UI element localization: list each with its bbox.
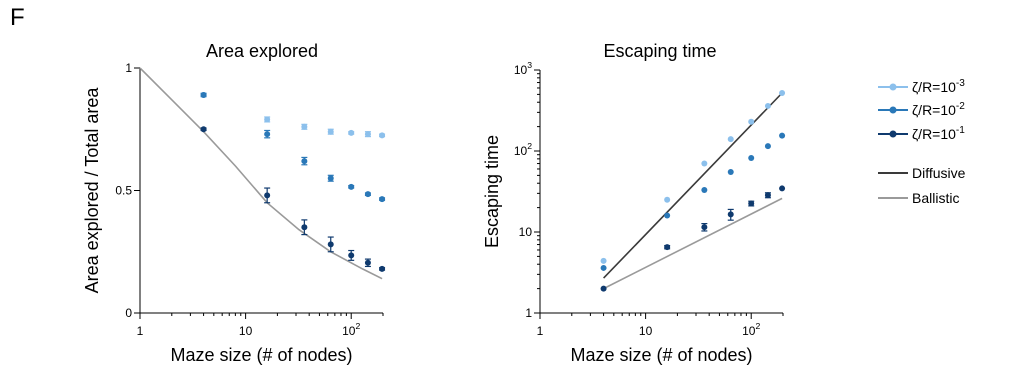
chart2-x-tick-label: 1 xyxy=(537,324,544,338)
chart2-series1-point xyxy=(779,90,786,97)
chart2-series2-point xyxy=(600,264,607,271)
legend-marker xyxy=(889,106,897,114)
chart2-series1-point xyxy=(664,196,671,203)
chart1-series3-point xyxy=(301,224,308,231)
chart2-series2-point xyxy=(727,169,734,176)
chart1-series1-point xyxy=(364,131,371,138)
chart2-series1-point xyxy=(764,102,771,109)
chart1-series3-point xyxy=(264,192,271,199)
chart2-line-ballistic xyxy=(603,197,783,290)
chart2-y-tick-label: 103 xyxy=(514,60,532,77)
legend-label: ζ/R=10-1 xyxy=(912,125,965,142)
chart1-series1-point xyxy=(264,116,271,123)
chart1-series3-point xyxy=(348,252,355,259)
chart1-x-tick-label: 1 xyxy=(137,324,144,338)
chart2-series1-point xyxy=(727,136,734,143)
chart1-x-tick-label: 10 xyxy=(239,324,253,338)
chart2-y-tick-label: 1 xyxy=(525,306,532,320)
chart2-series1-point xyxy=(701,160,708,167)
chart1-series1-point xyxy=(301,123,308,130)
legend-marker xyxy=(889,83,897,91)
chart1-series2-point xyxy=(379,196,386,203)
legend-label: Diffusive xyxy=(912,165,966,181)
chart2-series2-point xyxy=(764,143,771,150)
chart2-series3-point xyxy=(748,200,755,207)
chart1-y-tick-label: 0 xyxy=(125,306,132,320)
legend-marker xyxy=(889,130,897,138)
chart1-series3-point xyxy=(364,259,371,266)
chart1-y-tick-label: 1 xyxy=(125,61,132,75)
chart1-series1-point xyxy=(348,129,355,136)
chart1-series3-point xyxy=(327,241,334,248)
chart1-x-tick-label: 102 xyxy=(342,321,360,338)
chart2-series1-point xyxy=(748,118,755,125)
chart1-series2-point xyxy=(364,191,371,198)
chart1-x-axis-label: Maze size (# of nodes) xyxy=(170,345,352,365)
chart2-line-diffusive xyxy=(603,92,783,279)
chart1-y-axis-label: Area explored / Total area xyxy=(82,87,102,294)
chart2-series2-point xyxy=(779,132,786,139)
chart2-series3-point xyxy=(600,285,607,292)
chart1-series1-point xyxy=(379,132,386,139)
chart2-series3-point xyxy=(727,211,734,218)
chart2-y-axis-label: Escaping time xyxy=(482,135,502,248)
legend-label: Ballistic xyxy=(912,190,959,206)
chart2-x-tick-label: 102 xyxy=(742,321,760,338)
chart2-series2-point xyxy=(664,212,671,219)
chart2-y-tick-label: 102 xyxy=(514,141,532,158)
chart2-series3-point xyxy=(764,192,771,199)
chart2-x-axis-label: Maze size (# of nodes) xyxy=(570,345,752,365)
chart1-title: Area explored xyxy=(206,41,318,61)
chart1-line-ballistic xyxy=(139,67,383,280)
chart2-series3-point xyxy=(701,224,708,231)
chart1-series1-point xyxy=(327,128,334,135)
legend-label: ζ/R=10-3 xyxy=(912,78,965,95)
chart1-series2-point xyxy=(301,158,308,165)
chart1-series2-point xyxy=(264,131,271,138)
chart2-series2-point xyxy=(701,187,708,194)
chart1-series2-point xyxy=(200,91,207,98)
chart1-series2-point xyxy=(327,175,334,182)
chart2-y-tick-label: 10 xyxy=(519,225,533,239)
chart2-title: Escaping time xyxy=(603,41,716,61)
chart2-series2-point xyxy=(748,154,755,161)
chart2-series3-point xyxy=(779,185,786,192)
chart2-x-tick-label: 10 xyxy=(639,324,653,338)
chart1-series3-point xyxy=(379,265,386,272)
panel-label: F xyxy=(10,4,25,31)
chart2-series1-point xyxy=(600,257,607,264)
chart1-y-tick-label: 0.5 xyxy=(115,184,132,198)
legend-label: ζ/R=10-2 xyxy=(912,101,965,118)
chart1-series2-point xyxy=(348,183,355,190)
chart1-series3-point xyxy=(200,126,207,133)
chart2-series3-point xyxy=(664,244,671,251)
